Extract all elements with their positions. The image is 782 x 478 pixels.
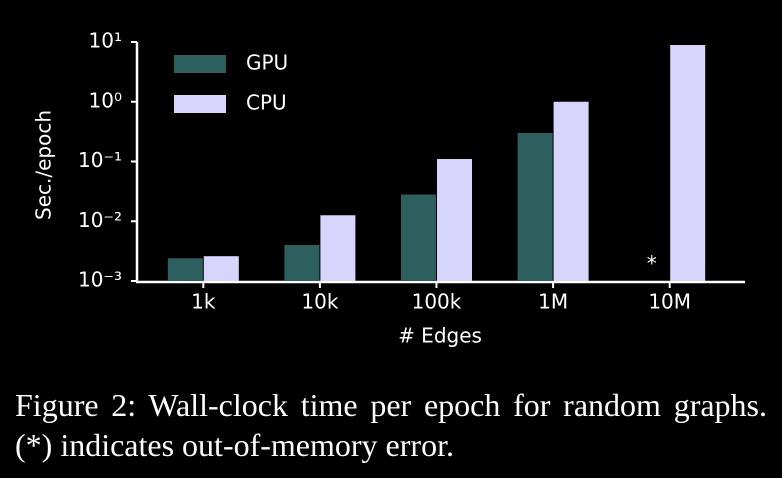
oom-annotation: * bbox=[647, 252, 657, 276]
y-axis-label: Sec./epoch bbox=[32, 110, 56, 220]
bar bbox=[553, 101, 589, 281]
y-tick-label: 10¹ bbox=[89, 29, 122, 53]
bar bbox=[167, 258, 203, 281]
x-axis-label: # Edges bbox=[398, 324, 482, 348]
legend-swatch bbox=[174, 55, 226, 73]
bar bbox=[437, 159, 472, 281]
bar bbox=[284, 245, 320, 281]
legend-label: GPU bbox=[246, 51, 288, 75]
x-tick-label: 10k bbox=[301, 290, 338, 314]
y-tick-label: 10⁻¹ bbox=[78, 148, 122, 172]
legend-swatch bbox=[174, 95, 226, 113]
legend-label: CPU bbox=[246, 91, 287, 115]
figure-caption: Figure 2: Wall-clock time per epoch for … bbox=[15, 387, 767, 463]
bar bbox=[670, 45, 706, 281]
bar bbox=[401, 194, 436, 281]
bar bbox=[320, 215, 356, 281]
x-tick-label: 1k bbox=[191, 290, 216, 314]
chart: # Edges Sec./epoch 10⁻³ 10⁻² 10⁻¹ 10⁰ 10¹ 1k 1… bbox=[32, 29, 745, 348]
bar bbox=[517, 132, 553, 281]
x-tick-label: 100k bbox=[412, 290, 462, 314]
y-tick-label: 10⁻³ bbox=[78, 268, 122, 292]
y-tick-label: 10⁰ bbox=[89, 88, 122, 112]
x-tick-label: 10M bbox=[648, 290, 691, 314]
x-tick-label: 1M bbox=[538, 290, 568, 314]
y-tick-label: 10⁻² bbox=[78, 208, 122, 232]
bar bbox=[203, 256, 239, 281]
